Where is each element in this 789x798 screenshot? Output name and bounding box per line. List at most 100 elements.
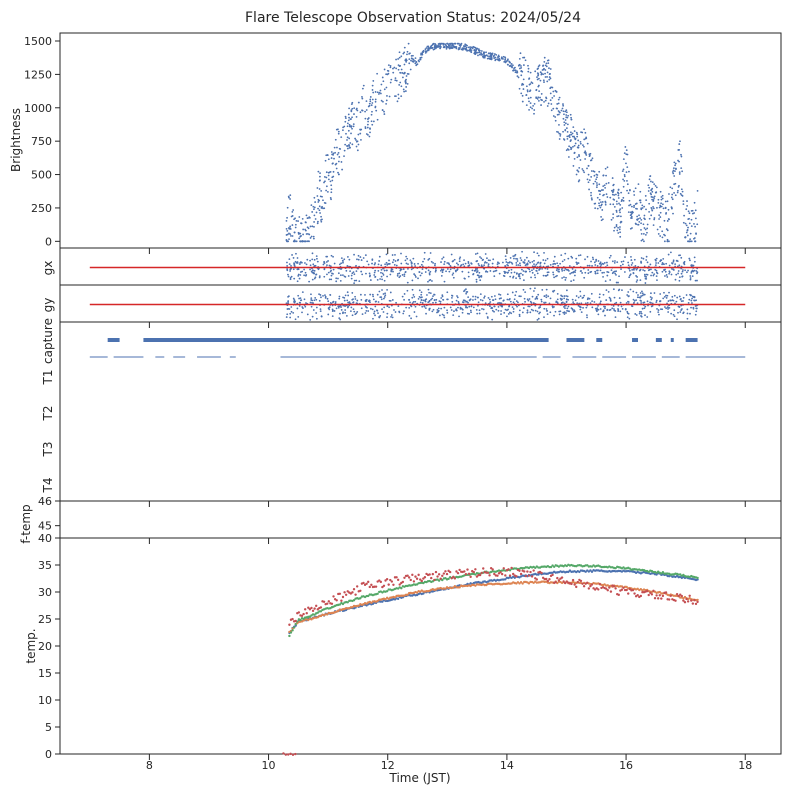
gx-point	[503, 270, 506, 273]
gx-point	[643, 269, 646, 272]
brightness-point	[681, 190, 684, 193]
brightness-point	[625, 162, 627, 165]
gy-point	[493, 305, 496, 308]
brightness-point	[605, 182, 608, 185]
brightness-point	[570, 118, 573, 121]
brightness-point	[600, 216, 602, 218]
gy-point	[361, 313, 364, 316]
gx-point	[429, 270, 432, 273]
gx-point	[694, 279, 697, 282]
brightness-point	[661, 230, 664, 233]
gy-point	[303, 298, 306, 301]
gy-point	[304, 305, 307, 308]
gy-point	[615, 301, 618, 304]
brightness-point	[593, 174, 596, 177]
gy-point	[286, 308, 289, 310]
temp-series-0-point	[381, 600, 384, 603]
brightness-point	[542, 73, 545, 76]
gx-point	[565, 276, 567, 279]
gy-point	[421, 302, 424, 304]
brightness-point	[652, 205, 654, 208]
gx-point	[314, 276, 317, 279]
brightness-point	[612, 203, 615, 206]
brightness-point	[660, 205, 663, 208]
gy-point	[643, 307, 646, 310]
gy-point	[636, 296, 639, 299]
brightness-point	[379, 92, 382, 95]
gy-point	[468, 305, 471, 308]
brightness-point	[397, 68, 400, 71]
brightness-point	[286, 216, 288, 219]
brightness-point	[628, 199, 631, 202]
gx-point	[339, 274, 342, 277]
gx-point	[636, 279, 639, 282]
brightness-point	[575, 131, 578, 134]
brightness-point	[572, 145, 574, 148]
temp-series-3-point	[444, 570, 447, 573]
temp-series-3-point	[570, 582, 573, 586]
brightness-point	[574, 142, 577, 145]
gx-point	[670, 273, 673, 276]
gy-point	[637, 294, 639, 296]
temp-series-3-point	[693, 599, 696, 602]
brightness-point	[625, 171, 628, 174]
gy-point	[618, 297, 621, 299]
brightness-point	[568, 134, 571, 136]
brightness-point	[316, 187, 319, 189]
temp-series-3-point	[340, 599, 343, 602]
gy-point	[334, 301, 337, 303]
brightness-point	[678, 171, 681, 174]
gy-point	[369, 307, 372, 310]
gy-point	[456, 296, 459, 299]
brightness-point	[325, 171, 328, 174]
brightness-point	[393, 66, 396, 69]
brightness-point	[630, 215, 633, 218]
gx-point	[508, 261, 511, 263]
brightness-point	[371, 110, 373, 113]
gy-point	[388, 306, 391, 309]
brightness-point	[665, 228, 668, 230]
brightness-point	[502, 58, 504, 60]
brightness-point	[387, 64, 390, 67]
gx-point	[297, 268, 300, 271]
temp-series-3-point	[381, 585, 384, 589]
temp-series-3-point	[407, 576, 411, 579]
gy-point	[347, 305, 349, 308]
gx-point	[557, 268, 560, 271]
gy-point	[526, 298, 529, 301]
gy-point	[649, 310, 652, 313]
temp-series-3-point	[686, 600, 690, 603]
gx-point	[358, 280, 361, 283]
gx-point	[410, 265, 413, 267]
temp-series-4-point	[294, 752, 297, 756]
brightness-point	[518, 64, 520, 67]
brightness-point	[537, 99, 540, 102]
gy-point	[522, 288, 525, 291]
brightness-point	[680, 194, 683, 197]
gy-point	[354, 295, 356, 298]
gy-point	[299, 299, 302, 302]
brightness-point	[558, 138, 561, 140]
brightness-point	[445, 44, 447, 47]
gx-point	[348, 258, 351, 261]
gy-point	[500, 297, 502, 300]
brightness-point	[681, 170, 684, 173]
brightness-point	[660, 198, 663, 201]
temp-series-3-point	[439, 577, 442, 580]
brightness-point	[666, 229, 669, 232]
brightness-point	[621, 207, 624, 209]
temp-series-3-point	[551, 573, 554, 577]
gx-point	[596, 264, 599, 267]
brightness-point	[587, 164, 590, 167]
brightness-point	[345, 132, 347, 135]
brightness-point	[639, 217, 641, 220]
brightness-point	[346, 136, 349, 139]
brightness-point	[285, 219, 288, 222]
gy-point	[612, 288, 615, 291]
brightness-point	[330, 151, 333, 153]
brightness-point	[510, 63, 513, 65]
gy-point	[602, 293, 605, 296]
gy-point	[567, 310, 570, 313]
brightness-point	[579, 142, 582, 145]
brightness-point	[512, 64, 514, 67]
